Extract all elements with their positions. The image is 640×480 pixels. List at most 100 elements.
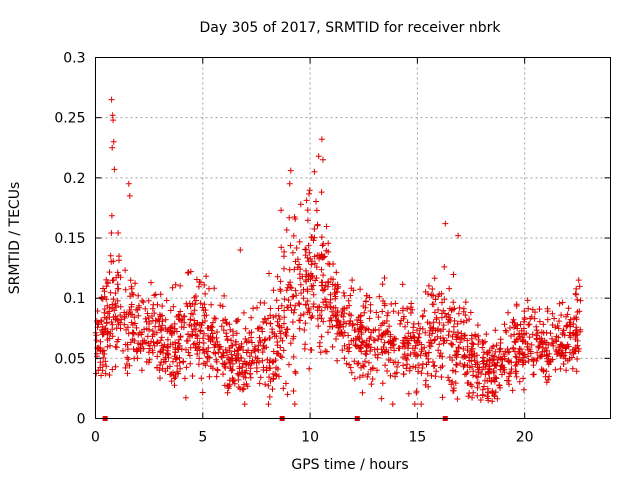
data-point [248,360,255,367]
data-point [291,401,298,408]
data-point [149,313,155,319]
data-point [104,343,111,350]
data-point [538,366,545,373]
data-point [361,363,367,370]
data-point [551,315,558,322]
data-point [223,319,230,326]
data-point [387,331,394,338]
data-point [445,332,452,339]
data-point [566,319,573,326]
data-point [219,360,226,367]
data-point [253,359,260,366]
data-point [334,357,341,364]
data-point [103,363,110,370]
data-point [276,373,282,380]
data-point [369,376,376,382]
data-point [412,342,419,349]
data-point [508,333,514,339]
data-point [170,372,177,379]
data-point [460,308,467,315]
data-point [303,278,310,285]
data-point [104,302,111,309]
data-point [547,358,554,364]
data-point [98,372,105,379]
data-point [453,354,460,361]
data-point [227,363,234,370]
data-point [171,382,178,389]
data-point [230,332,237,339]
data-point [281,307,288,314]
data-point [290,353,297,360]
data-point [320,318,327,325]
data-point [164,347,171,354]
data-point [446,377,453,384]
data-point [266,270,272,277]
data-point [462,312,469,319]
data-point [198,322,204,329]
data-point [559,342,566,349]
data-point [471,353,478,360]
data-point [295,300,302,307]
data-point [341,342,348,349]
data-point [464,343,471,350]
data-point [505,357,512,364]
data-point [318,333,325,340]
data-point [517,321,524,328]
data-point [273,312,279,319]
data-point [327,303,334,310]
data-point [480,360,487,367]
data-point [419,361,426,367]
data-point [458,330,465,337]
data-point [457,339,464,346]
data-point [248,314,255,321]
data-point [157,348,164,355]
data-point [184,270,191,276]
data-point [368,381,375,388]
data-point [430,319,437,326]
data-point [565,343,572,350]
data-point [110,296,117,303]
data-point [339,347,346,354]
data-point [363,342,370,349]
data-point [360,303,367,309]
data-point [360,372,366,379]
data-point [474,322,481,329]
data-point [529,306,536,313]
data-point [127,311,134,318]
data-point [137,345,144,351]
data-point [276,328,283,335]
data-point [389,401,396,408]
data-point [191,317,198,324]
data-point [214,366,221,373]
data-point [497,384,503,391]
data-point [104,310,111,317]
data-point [358,364,364,371]
data-point [263,320,270,326]
data-point [312,260,318,267]
data-point [280,347,287,354]
data-point [510,316,517,323]
data-point [410,329,416,336]
data-point [109,144,116,151]
data-point [422,288,429,295]
data-point [219,303,226,310]
data-point [269,359,276,366]
data-point [493,342,500,349]
data-point [238,369,245,376]
data-point [357,317,364,324]
data-point [187,344,194,351]
data-point [211,344,218,351]
data-point [486,347,493,354]
data-point [207,325,214,332]
data-point [239,364,246,371]
data-point [318,307,325,314]
data-point [148,338,155,345]
data-point [397,321,404,327]
data-point [113,315,120,322]
data-point [404,305,411,312]
data-point [107,342,113,349]
data-point [365,371,372,377]
data-point [257,337,264,344]
data-point [399,307,406,314]
